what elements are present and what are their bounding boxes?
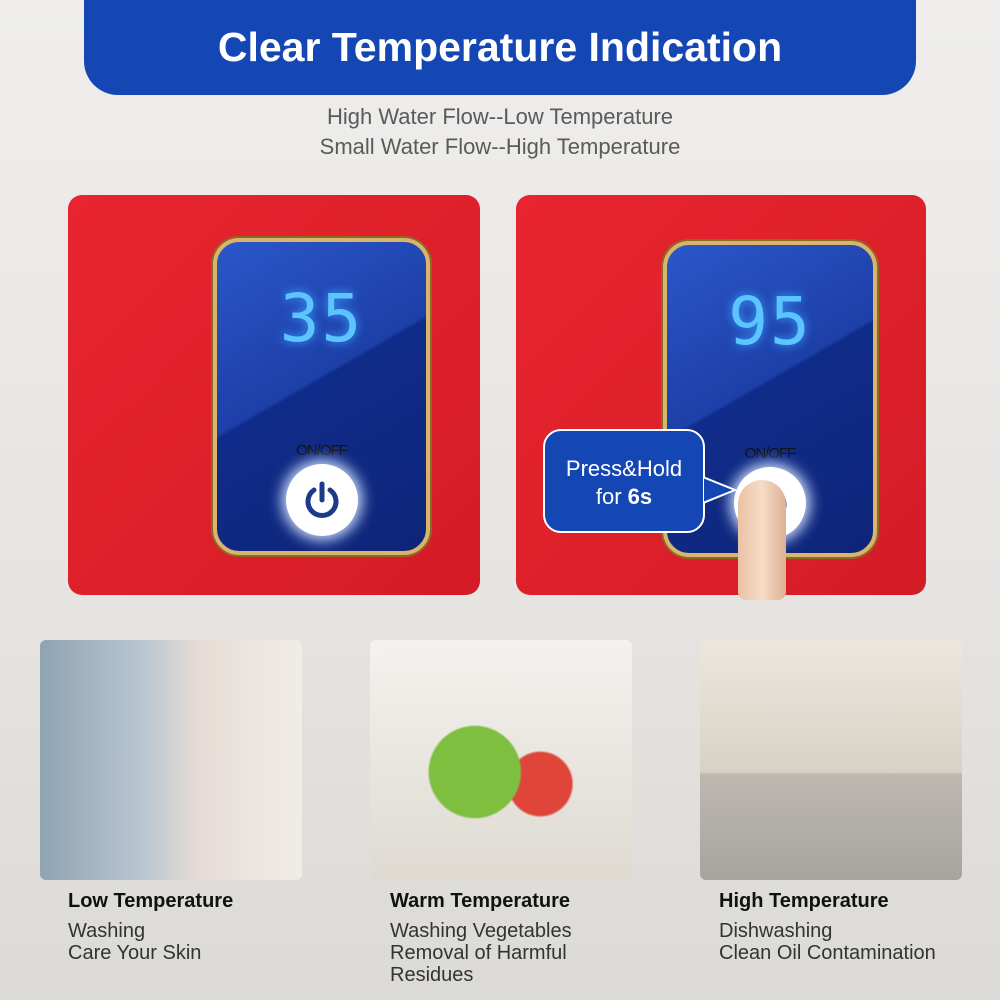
header-banner: Clear Temperature Indication	[84, 0, 916, 95]
display-screen: 35 ON/OFF	[213, 238, 430, 555]
temperature-readout: 95	[728, 283, 812, 360]
heater-panel-high: 95 ON/OFF	[516, 195, 926, 595]
callout-line-1: Press&Hold	[565, 456, 683, 481]
callout-prefix: for	[595, 484, 622, 509]
display-screen: 95 ON/OFF	[663, 241, 877, 557]
finger-image	[738, 480, 786, 600]
subtitle-line-1: High Water Flow--Low Temperature	[326, 104, 673, 129]
scene-line: Washing Vegetables	[390, 920, 572, 942]
callout-duration: 6s	[627, 484, 653, 509]
scene-title: Low Temperature	[68, 890, 234, 912]
scene-caption-warm: Warm Temperature Washing Vegetables Remo…	[390, 890, 572, 986]
scene-line: Dishwashing	[719, 920, 833, 942]
scene-line: Washing	[68, 920, 146, 942]
scene-caption-low: Low Temperature Washing Care Your Skin	[68, 890, 233, 964]
page-title: Clear Temperature Indication	[217, 24, 783, 70]
photo-vegetable-washing	[370, 640, 632, 880]
scene-line: Care Your Skin	[68, 942, 202, 964]
temperature-readout: 35	[279, 280, 364, 357]
scene-line: Removal of Harmful	[390, 942, 567, 964]
heater-panel-low: 35 ON/OFF	[68, 195, 480, 595]
photo-face-washing	[40, 640, 302, 880]
callout-pointer	[703, 475, 737, 505]
power-icon	[305, 481, 338, 518]
power-button[interactable]	[285, 464, 358, 536]
subtitle-line-2: Small Water Flow--High Temperature	[319, 134, 681, 159]
scene-caption-high: High Temperature Dishwashing Clean Oil C…	[719, 890, 936, 964]
photo-dishwashing	[700, 640, 962, 880]
onoff-label: ON/OFF	[296, 442, 348, 459]
scene-line: Residues	[390, 964, 474, 986]
scene-line: Clean Oil Contamination	[719, 942, 936, 964]
scene-title: High Temperature	[719, 890, 889, 912]
scene-title: Warm Temperature	[390, 890, 571, 912]
press-hold-callout: Press&Hold for 6s	[543, 429, 705, 533]
onoff-label: ON/OFF	[744, 445, 797, 462]
